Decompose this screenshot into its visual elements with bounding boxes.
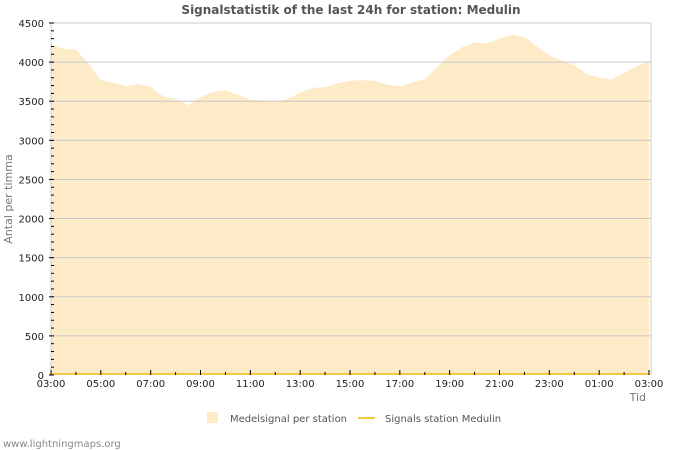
y-tick-label: 3500	[19, 97, 44, 108]
x-tick-label: 15:00	[336, 379, 365, 390]
x-tick-label: 09:00	[186, 379, 215, 390]
y-tick-label: 1500	[19, 254, 44, 265]
x-axis-label: Tid	[629, 391, 646, 404]
x-tick-label: 07:00	[136, 379, 165, 390]
y-axis-label: Antal per timma	[2, 154, 15, 243]
x-tick-label: 17:00	[385, 379, 414, 390]
y-axis: 0 500 1000 1500 2000 2500 3000 3500 4000 4500	[19, 19, 54, 382]
x-tick-label: 11:00	[236, 379, 265, 390]
y-tick-label: 1000	[19, 293, 44, 304]
x-tick-label: 23:00	[535, 379, 564, 390]
legend-label-station: Signals station Medulin	[385, 414, 501, 425]
plot-area	[50, 22, 652, 375]
x-tick-label: 19:00	[435, 379, 464, 390]
y-tick-label: 2000	[19, 215, 44, 226]
legend-swatch-average	[207, 412, 218, 423]
x-tick-label: 21:00	[485, 379, 514, 390]
y-tick-label: 500	[25, 332, 44, 343]
y-tick-label: 4500	[19, 19, 44, 30]
area-medelsignal	[51, 34, 649, 375]
x-tick-label: 03:00	[37, 379, 66, 390]
y-tick-label: 4000	[19, 58, 44, 69]
y-tick-label: 0	[38, 371, 44, 382]
y-tick-label: 3000	[19, 136, 44, 147]
footer-link[interactable]: www.lightningmaps.org	[3, 439, 121, 450]
x-tick-label: 13:00	[286, 379, 315, 390]
legend-label-average: Medelsignal per station	[230, 414, 347, 425]
x-tick-label: 05:00	[86, 379, 115, 390]
x-axis: 03:00 05:00 07:00 09:00 11:00 13:00 15:00 17:00…	[37, 370, 664, 390]
legend: Medelsignal per station Signals station …	[207, 412, 501, 425]
x-tick-label: 03:00	[635, 379, 664, 390]
x-tick-label: 01:00	[585, 379, 614, 390]
chart-title: Signalstatistik of the last 24h for stat…	[181, 3, 520, 17]
y-tick-label: 2500	[19, 175, 44, 186]
